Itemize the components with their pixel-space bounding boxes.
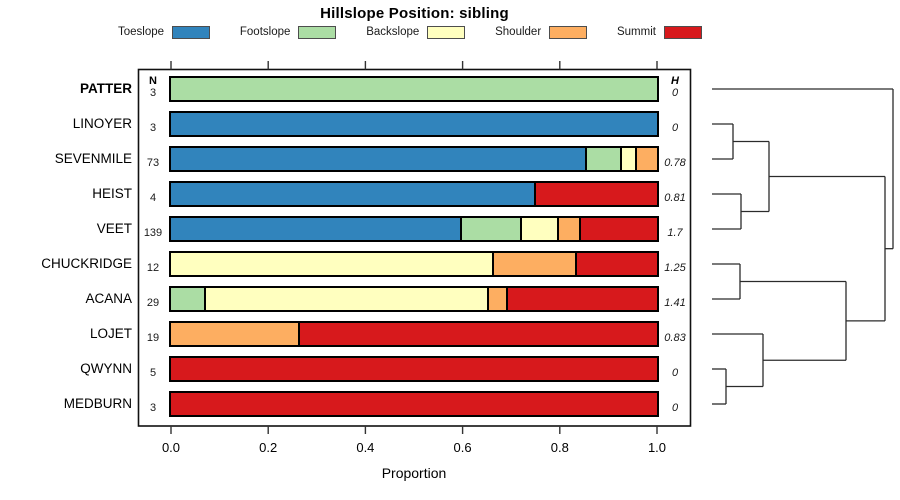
h-column-header: H xyxy=(671,75,679,87)
bar-segment-toeslope xyxy=(171,183,536,205)
legend-label: Summit xyxy=(616,26,656,38)
x-tick-label: 1.0 xyxy=(647,440,667,455)
bar-segment-shoulder xyxy=(637,148,657,170)
legend-swatch-footslope xyxy=(298,25,337,39)
proportion-bar-heist xyxy=(169,181,659,207)
chart-title: Hillslope Position: sibling xyxy=(320,5,509,22)
legend-swatch-backslope xyxy=(427,25,466,39)
legend-item-summit: Summit xyxy=(616,25,702,39)
bar-segment-summit xyxy=(536,183,657,205)
bar-segment-footslope xyxy=(461,218,523,240)
n-value: 12 xyxy=(146,262,160,274)
legend-item-shoulder: Shoulder xyxy=(495,25,588,39)
n-value: 4 xyxy=(149,192,157,204)
proportion-bar-medburn xyxy=(169,391,659,417)
legend-label: Backslope xyxy=(366,26,420,38)
series-label-linoyer: LINOYER xyxy=(72,116,132,131)
h-value: 0 xyxy=(671,122,679,134)
series-label-medburn: MEDBURN xyxy=(63,396,132,411)
legend-label: Toeslope xyxy=(118,26,165,38)
n-value: 73 xyxy=(146,157,160,169)
dendrogram xyxy=(712,88,894,405)
bar-segment-shoulder xyxy=(494,253,577,275)
legend-item-toeslope: Toeslope xyxy=(118,25,211,39)
h-value: 0.81 xyxy=(664,192,686,204)
n-value: 29 xyxy=(146,297,160,309)
h-value: 0 xyxy=(671,87,679,99)
legend-swatch-toeslope xyxy=(172,25,211,39)
legend-label: Footslope xyxy=(239,26,291,38)
series-label-chuckridge: CHUCKRIDGE xyxy=(41,256,132,271)
legend-swatch-shoulder xyxy=(549,25,588,39)
bar-segment-backslope xyxy=(171,253,495,275)
series-label-lojet: LOJET xyxy=(89,326,132,341)
h-value: 1.7 xyxy=(667,227,683,239)
bar-segment-summit xyxy=(576,253,657,275)
bar-segment-summit xyxy=(581,218,657,240)
bar-segment-backslope xyxy=(622,148,638,170)
bar-segment-shoulder xyxy=(489,288,509,310)
h-value: 0 xyxy=(671,402,679,414)
series-label-patter: PATTER xyxy=(80,81,132,96)
series-label-sevenmile: SEVENMILE xyxy=(54,151,132,166)
x-tick-label: 0.2 xyxy=(259,440,278,455)
proportion-bar-veet xyxy=(169,216,659,242)
h-value: 0.83 xyxy=(664,332,686,344)
proportion-bar-acana xyxy=(169,286,659,312)
n-value: 3 xyxy=(149,87,157,99)
n-value: 5 xyxy=(149,367,157,379)
bar-segment-shoulder xyxy=(171,323,301,345)
legend-swatch-summit xyxy=(663,25,702,39)
proportion-bar-patter xyxy=(169,76,659,102)
series-label-acana: ACANA xyxy=(85,291,132,306)
bar-segment-backslope xyxy=(522,218,559,240)
legend-label: Shoulder xyxy=(495,26,542,38)
proportion-bar-chuckridge xyxy=(169,251,659,277)
n-value: 19 xyxy=(146,332,160,344)
proportion-bar-linoyer xyxy=(169,111,659,137)
h-value: 1.41 xyxy=(664,297,686,309)
bar-segment-footslope xyxy=(171,288,207,310)
x-tick-label: 0.4 xyxy=(356,440,375,455)
proportion-bar-lojet xyxy=(169,321,659,347)
x-tick-label: 0.8 xyxy=(550,440,569,455)
bar-segment-summit xyxy=(508,288,657,310)
x-tick-label: 0.0 xyxy=(161,440,181,455)
bar-segment-toeslope xyxy=(171,148,588,170)
n-value: 3 xyxy=(149,402,157,414)
bar-segment-summit xyxy=(171,358,657,380)
legend-item-footslope: Footslope xyxy=(239,25,337,39)
bar-segment-shoulder xyxy=(558,218,582,240)
bar-segment-summit xyxy=(171,393,657,415)
bar-segment-footslope xyxy=(587,148,623,170)
h-value: 0.78 xyxy=(664,157,686,169)
bar-segment-footslope xyxy=(171,78,657,100)
x-axis-label: Proportion xyxy=(381,465,447,481)
h-value: 0 xyxy=(671,367,679,379)
bar-segment-toeslope xyxy=(171,113,657,135)
n-column-header: N xyxy=(149,75,157,87)
n-value: 139 xyxy=(143,227,163,239)
legend-item-backslope: Backslope xyxy=(366,25,466,39)
series-label-heist: HEIST xyxy=(92,186,132,201)
bar-segment-summit xyxy=(300,323,657,345)
proportion-bar-sevenmile xyxy=(169,146,659,172)
series-label-veet: VEET xyxy=(96,221,132,236)
x-tick-label: 0.6 xyxy=(453,440,472,455)
n-value: 3 xyxy=(149,122,157,134)
series-label-qwynn: QWYNN xyxy=(80,361,132,376)
legend: Toeslope Footslope Backslope Shoulder Summit xyxy=(118,24,702,40)
h-value: 1.25 xyxy=(664,262,686,274)
bar-segment-backslope xyxy=(206,288,490,310)
bar-segment-toeslope xyxy=(171,218,462,240)
proportion-bar-qwynn xyxy=(169,356,659,382)
